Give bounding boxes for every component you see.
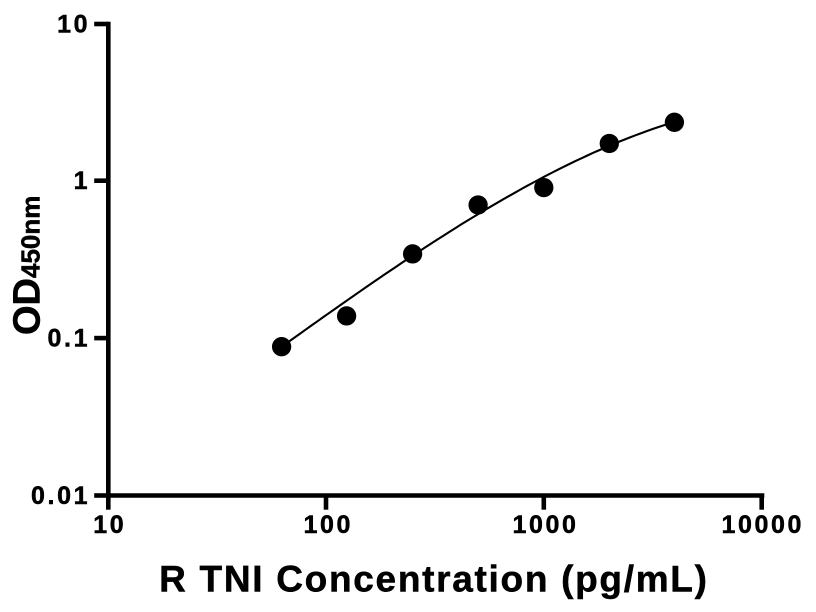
svg-text:1: 1 xyxy=(74,167,91,195)
svg-text:R TNI Concentration (pg/mL): R TNI Concentration (pg/mL) xyxy=(159,559,708,600)
svg-text:10: 10 xyxy=(57,11,90,39)
svg-text:10: 10 xyxy=(93,511,126,539)
svg-text:1000: 1000 xyxy=(512,511,578,539)
svg-text:10000: 10000 xyxy=(722,511,805,539)
svg-text:0.1: 0.1 xyxy=(48,325,91,353)
svg-text:100: 100 xyxy=(304,511,354,539)
svg-text:0.01: 0.01 xyxy=(31,482,90,510)
